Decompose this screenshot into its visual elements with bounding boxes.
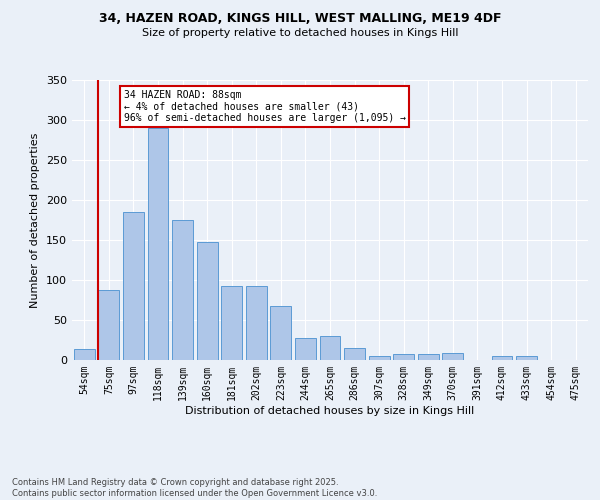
Bar [221,286,242,360]
Bar [491,356,512,360]
Bar [295,338,316,360]
Bar [442,353,463,360]
Bar [123,212,144,360]
Text: 34, HAZEN ROAD, KINGS HILL, WEST MALLING, ME19 4DF: 34, HAZEN ROAD, KINGS HILL, WEST MALLING… [99,12,501,26]
Bar [393,354,414,360]
Bar [516,356,537,360]
Bar [271,306,292,360]
Bar [98,290,119,360]
Bar [344,348,365,360]
Text: 34 HAZEN ROAD: 88sqm
← 4% of detached houses are smaller (43)
96% of semi-detach: 34 HAZEN ROAD: 88sqm ← 4% of detached ho… [124,90,406,123]
Text: Size of property relative to detached houses in Kings Hill: Size of property relative to detached ho… [142,28,458,38]
Bar [320,336,340,360]
Y-axis label: Number of detached properties: Number of detached properties [31,132,40,308]
Bar [418,354,439,360]
Bar [246,286,267,360]
Bar [172,220,193,360]
Bar [197,242,218,360]
Bar [74,349,95,360]
X-axis label: Distribution of detached houses by size in Kings Hill: Distribution of detached houses by size … [185,406,475,415]
Text: Contains HM Land Registry data © Crown copyright and database right 2025.
Contai: Contains HM Land Registry data © Crown c… [12,478,377,498]
Bar [148,128,169,360]
Bar [368,356,389,360]
